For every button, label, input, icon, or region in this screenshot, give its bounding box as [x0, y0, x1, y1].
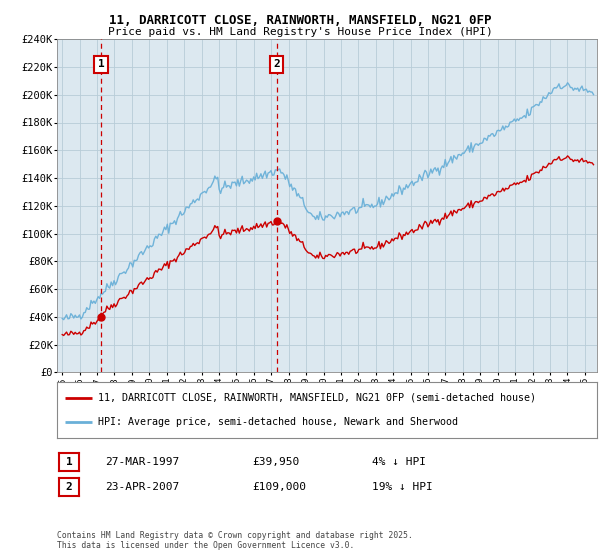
Text: 2: 2	[65, 482, 73, 492]
Text: Contains HM Land Registry data © Crown copyright and database right 2025.
This d: Contains HM Land Registry data © Crown c…	[57, 530, 413, 550]
Text: 11, DARRICOTT CLOSE, RAINWORTH, MANSFIELD, NG21 0FP: 11, DARRICOTT CLOSE, RAINWORTH, MANSFIEL…	[109, 14, 491, 27]
Text: 23-APR-2007: 23-APR-2007	[105, 482, 179, 492]
Text: 2: 2	[273, 59, 280, 69]
Text: 1: 1	[98, 59, 104, 69]
Text: Price paid vs. HM Land Registry's House Price Index (HPI): Price paid vs. HM Land Registry's House …	[107, 27, 493, 37]
Text: 1: 1	[65, 457, 73, 467]
Text: 11, DARRICOTT CLOSE, RAINWORTH, MANSFIELD, NG21 0FP (semi-detached house): 11, DARRICOTT CLOSE, RAINWORTH, MANSFIEL…	[97, 393, 536, 403]
Text: 27-MAR-1997: 27-MAR-1997	[105, 457, 179, 467]
Text: 19% ↓ HPI: 19% ↓ HPI	[372, 482, 433, 492]
Text: £39,950: £39,950	[252, 457, 299, 467]
Text: £109,000: £109,000	[252, 482, 306, 492]
Text: HPI: Average price, semi-detached house, Newark and Sherwood: HPI: Average price, semi-detached house,…	[97, 417, 458, 427]
Text: 4% ↓ HPI: 4% ↓ HPI	[372, 457, 426, 467]
